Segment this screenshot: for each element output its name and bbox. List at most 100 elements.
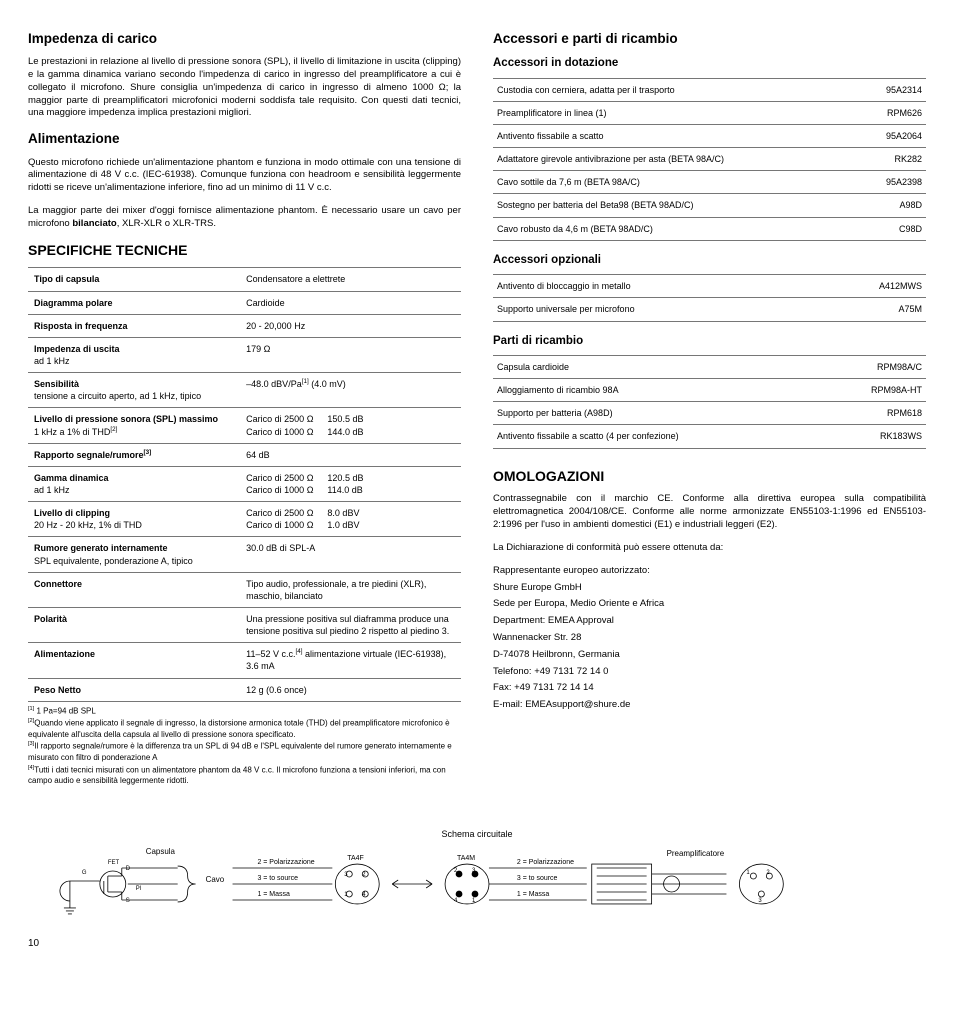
cell-label: Antivento fissabile a scatto — [493, 125, 858, 148]
cell-label: Cavo sottile da 7,6 m (BETA 98A/C) — [493, 171, 858, 194]
cell-code: RPM98A-HT — [823, 379, 926, 402]
table-row: Cavo robusto da 4,6 m (BETA 98AD/C)C98D — [493, 217, 926, 240]
table-row: Preamplificatore in linea (1)RPM626 — [493, 101, 926, 124]
cell-label: Custodia con cerniera, adatta per il tra… — [493, 78, 858, 101]
spec-value: 179 Ω — [240, 337, 461, 372]
table-row: Antivento fissabile a scatto (4 per conf… — [493, 425, 926, 448]
cell-label: Supporto per batteria (A98D) — [493, 402, 823, 425]
heading-alimentazione: Alimentazione — [28, 130, 461, 148]
footnote: [3]Il rapporto segnale/rumore è la diffe… — [28, 741, 461, 763]
spec-key: Tipo di capsula — [28, 268, 240, 291]
cell-code: RK282 — [858, 148, 926, 171]
address-line: Wannenacker Str. 28 — [493, 632, 926, 645]
svg-text:2 = Polarizzazione: 2 = Polarizzazione — [517, 859, 574, 866]
svg-text:D: D — [126, 866, 131, 872]
spec-value: Condensatore a elettrete — [240, 268, 461, 291]
cell-code: 95A2398 — [858, 171, 926, 194]
svg-text:3 = to source: 3 = to source — [257, 875, 298, 882]
cell-label: Preamplificatore in linea (1) — [493, 101, 858, 124]
address-line: D-74078 Heilbronn, Germania — [493, 649, 926, 662]
spec-row: Risposta in frequenza20 - 20,000 Hz — [28, 314, 461, 337]
spec-key: Polarità — [28, 607, 240, 642]
spec-value: 20 - 20,000 Hz — [240, 314, 461, 337]
spec-row: PolaritàUna pressione positiva sul diafr… — [28, 607, 461, 642]
cell-code: A75M — [814, 298, 926, 321]
cell-label: Sostegno per batteria del Beta98 (BETA 9… — [493, 194, 858, 217]
footnote: [4]Tutti i dati tecnici misurati con un … — [28, 765, 461, 787]
spec-row: Impedenza di uscitaad 1 kHz179 Ω — [28, 337, 461, 372]
heading-impedenza: Impedenza di carico — [28, 30, 461, 48]
spec-key: Diagramma polare — [28, 291, 240, 314]
spec-row: Livello di clipping20 Hz - 20 kHz, 1% di… — [28, 502, 461, 537]
table-row: Supporto universale per microfonoA75M — [493, 298, 926, 321]
para-dich: La Dichiarazione di conformità può esser… — [493, 542, 926, 555]
heading-dotazione: Accessori in dotazione — [493, 56, 926, 72]
table-row: Capsula cardioideRPM98A/C — [493, 356, 926, 379]
para-omolog: Contrassegnabile con il marchio CE. Conf… — [493, 493, 926, 531]
svg-text:4: 4 — [454, 898, 458, 904]
svg-text:TA4M: TA4M — [457, 855, 475, 862]
table-row: Sostegno per batteria del Beta98 (BETA 9… — [493, 194, 926, 217]
svg-text:1: 1 — [472, 898, 476, 904]
spec-value: 30.0 dB di SPL-A — [240, 537, 461, 572]
spec-value: Tipo audio, professionale, a tre piedini… — [240, 572, 461, 607]
spec-row: Rapporto segnale/rumore[3]64 dB — [28, 443, 461, 466]
svg-text:Pl: Pl — [136, 886, 141, 892]
spec-value: 12 g (0.6 once) — [240, 678, 461, 701]
table-row: Custodia con cerniera, adatta per il tra… — [493, 78, 926, 101]
spec-row: Tipo di capsulaCondensatore a elettrete — [28, 268, 461, 291]
svg-text:TA4F: TA4F — [347, 855, 364, 862]
cell-code: 95A2314 — [858, 78, 926, 101]
spec-key: Gamma dinamicaad 1 kHz — [28, 466, 240, 501]
address-line: Fax: +49 7131 72 14 14 — [493, 682, 926, 695]
table-row: Adattatore girevole antivibrazione per a… — [493, 148, 926, 171]
spec-key: Risposta in frequenza — [28, 314, 240, 337]
svg-text:S: S — [126, 898, 130, 904]
spec-key: Sensibilitàtensione a circuito aperto, a… — [28, 373, 240, 408]
footnotes: [1] 1 Pa=94 dB SPL[2]Quando viene applic… — [28, 706, 461, 787]
spec-row: Rumore generato internamenteSPL equivale… — [28, 537, 461, 572]
spec-value: Cardioide — [240, 291, 461, 314]
spec-table: Tipo di capsulaCondensatore a elettreteD… — [28, 267, 461, 701]
cell-label: Antivento di bloccaggio in metallo — [493, 275, 814, 298]
para-alim-2: La maggior parte dei mixer d'oggi fornis… — [28, 205, 461, 231]
heading-ricambio: Parti di ricambio — [493, 334, 926, 350]
svg-text:2 = Polarizzazione: 2 = Polarizzazione — [257, 859, 314, 866]
spec-key: Impedenza di uscitaad 1 kHz — [28, 337, 240, 372]
cell-code: RK183WS — [823, 425, 926, 448]
cell-label: Supporto universale per microfono — [493, 298, 814, 321]
svg-text:1 = Massa: 1 = Massa — [517, 891, 549, 898]
svg-text:G: G — [82, 870, 87, 876]
spec-key: Alimentazione — [28, 643, 240, 678]
label-capsula: Capsula — [146, 847, 176, 856]
spec-key: Connettore — [28, 572, 240, 607]
cell-label: Capsula cardioide — [493, 356, 823, 379]
address-line: Rappresentante europeo autorizzato: — [493, 565, 926, 578]
cell-label: Cavo robusto da 4,6 m (BETA 98AD/C) — [493, 217, 858, 240]
spec-key: Livello di pressione sonora (SPL) massim… — [28, 408, 240, 443]
spec-row: Diagramma polareCardioide — [28, 291, 461, 314]
table-row: Antivento di bloccaggio in metalloA412MW… — [493, 275, 926, 298]
cell-label: Adattatore girevole antivibrazione per a… — [493, 148, 858, 171]
cell-code: RPM618 — [823, 402, 926, 425]
address-block: Rappresentante europeo autorizzato: Shure… — [493, 565, 926, 712]
table-ricambio: Capsula cardioideRPM98A/CAlloggiamento d… — [493, 355, 926, 449]
table-opzionali: Antivento di bloccaggio in metalloA412MW… — [493, 274, 926, 321]
heading-specifiche: SPECIFICHE TECNICHE — [28, 241, 461, 260]
spec-value: Una pressione positiva sul diaframma pro… — [240, 607, 461, 642]
page-number: 10 — [28, 937, 926, 951]
spec-row: Sensibilitàtensione a circuito aperto, a… — [28, 373, 461, 408]
svg-text:1 = Massa: 1 = Massa — [257, 891, 289, 898]
address-line: Shure Europe GmbH — [493, 582, 926, 595]
cell-code: RPM98A/C — [823, 356, 926, 379]
cell-label: Alloggiamento di ricambio 98A — [493, 379, 823, 402]
spec-value: 64 dB — [240, 443, 461, 466]
spec-value: 11–52 V c.c.[4] alimentazione virtuale (… — [240, 643, 461, 678]
cell-label: Antivento fissabile a scatto (4 per conf… — [493, 425, 823, 448]
diagram-caption: Schema circuitale — [28, 828, 926, 840]
para-impedenza: Le prestazioni in relazione al livello d… — [28, 56, 461, 120]
footnote: [1] 1 Pa=94 dB SPL — [28, 706, 461, 717]
heading-omologazioni: OMOLOGAZIONI — [493, 467, 926, 486]
svg-text:FET: FET — [108, 860, 120, 866]
address-line: Telefono: +49 7131 72 14 0 — [493, 666, 926, 679]
